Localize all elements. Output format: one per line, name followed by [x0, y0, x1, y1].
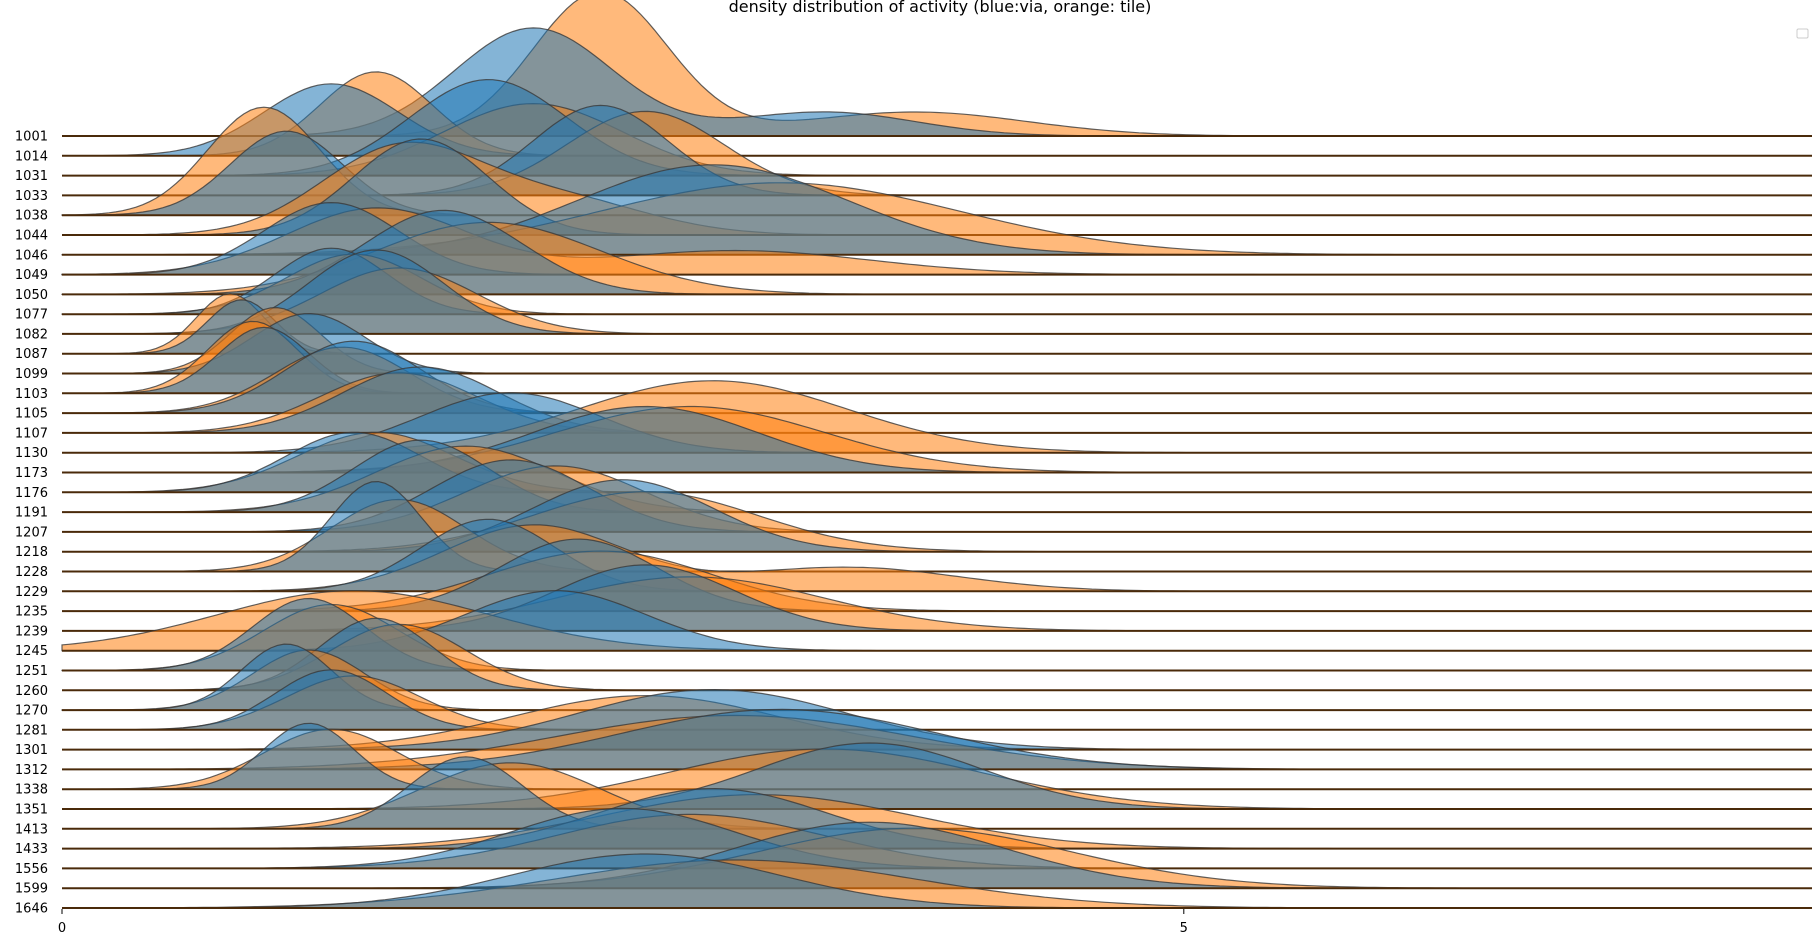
ridge-1351 — [62, 742, 1812, 810]
y-tick-label-1312: 1312 — [15, 763, 48, 778]
y-tick-label-1176: 1176 — [15, 486, 48, 501]
y-tick-label-1105: 1105 — [15, 407, 48, 422]
y-tick-label-1433: 1433 — [15, 842, 48, 857]
y-tick-label-1235: 1235 — [15, 605, 48, 620]
y-axis-labels: 1001 1014 1031 1033 1038 1044 1046 1049 1050 1077… — [15, 130, 48, 917]
y-tick-label-1228: 1228 — [15, 565, 48, 580]
y-tick-label-1050: 1050 — [15, 288, 48, 303]
y-tick-label-1014: 1014 — [15, 149, 48, 164]
y-tick-label-1338: 1338 — [15, 783, 48, 798]
y-tick-label-1001: 1001 — [15, 130, 48, 145]
y-tick-label-1229: 1229 — [15, 585, 48, 600]
y-tick-label-1207: 1207 — [15, 525, 48, 540]
y-tick-label-1281: 1281 — [15, 723, 48, 738]
ridge-1281-via-area — [62, 669, 1812, 731]
y-tick-label-1191: 1191 — [15, 506, 48, 521]
y-tick-label-1077: 1077 — [15, 308, 48, 323]
y-tick-label-1245: 1245 — [15, 644, 48, 659]
y-tick-label-1087: 1087 — [15, 347, 48, 362]
y-tick-label-1239: 1239 — [15, 624, 48, 639]
y-tick-label-1130: 1130 — [15, 446, 48, 461]
y-tick-label-1107: 1107 — [15, 426, 48, 441]
y-tick-label-1038: 1038 — [15, 209, 48, 224]
y-tick-label-1301: 1301 — [15, 743, 48, 758]
y-tick-label-1599: 1599 — [15, 882, 48, 897]
y-tick-label-1099: 1099 — [15, 367, 48, 382]
y-tick-label-1046: 1046 — [15, 248, 48, 263]
ridge-1646 — [62, 853, 1812, 909]
y-tick-label-1173: 1173 — [15, 466, 48, 481]
y-tick-label-1103: 1103 — [15, 387, 48, 402]
y-tick-label-1260: 1260 — [15, 684, 48, 699]
y-tick-label-1033: 1033 — [15, 189, 48, 204]
y-tick-label-1351: 1351 — [15, 803, 48, 818]
y-tick-label-1251: 1251 — [15, 664, 48, 679]
y-tick-label-1646: 1646 — [15, 902, 48, 917]
y-tick-label-1031: 1031 — [15, 169, 48, 184]
ridge-1599 — [62, 821, 1812, 890]
y-tick-label-1218: 1218 — [15, 545, 48, 560]
ridge-layers — [61, 0, 1812, 909]
y-tick-label-1049: 1049 — [15, 268, 48, 283]
ridge-1281 — [62, 669, 1812, 731]
chart-title: density distribution of activity (blue:v… — [729, 0, 1152, 16]
y-tick-label-1413: 1413 — [15, 822, 48, 837]
x-tick-label-0: 0 — [58, 921, 66, 936]
ridge-1599-via-area — [62, 821, 1812, 889]
x-tick-label-5: 5 — [1180, 921, 1188, 936]
y-tick-label-1044: 1044 — [15, 229, 48, 244]
legend-box — [1796, 28, 1809, 39]
y-tick-label-1556: 1556 — [15, 862, 48, 877]
y-tick-label-1082: 1082 — [15, 327, 48, 342]
y-tick-label-1270: 1270 — [15, 704, 48, 719]
